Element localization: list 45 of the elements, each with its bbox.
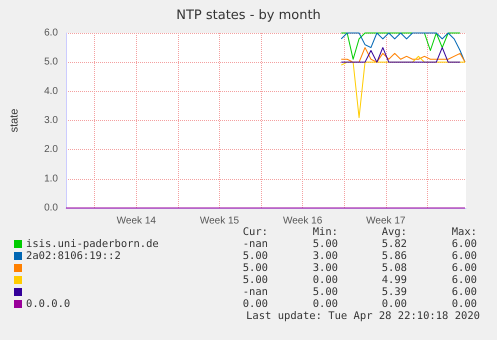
text: -nan: [242, 286, 268, 298]
text: Avg:: [380, 226, 407, 238]
text: Cur:: [242, 226, 268, 238]
legend-label: 0.0.0.0: [26, 298, 70, 310]
x-tick-label: Week 16: [282, 216, 323, 226]
text: 0.00: [242, 298, 268, 310]
y-tick-label: 0.0: [44, 202, 58, 214]
y-tick-label: 6.0: [44, 28, 58, 38]
y-tick-label: 4.0: [44, 86, 58, 97]
text: 5.08: [380, 262, 407, 274]
text: Min:: [312, 226, 338, 238]
text: 0.00: [450, 298, 477, 310]
x-tick-label: Week 14: [116, 216, 156, 226]
text: 3.00: [312, 262, 338, 274]
text: 5.00: [242, 250, 268, 262]
text: 3.00: [312, 250, 338, 262]
text: -nan: [242, 238, 268, 250]
x-tick-label: Week 17: [366, 216, 406, 226]
legend-label: isis.uni-paderborn.de: [26, 238, 159, 250]
text: 5.86: [380, 250, 407, 262]
text: 0.00: [380, 298, 407, 310]
text: 6.00: [450, 250, 477, 262]
y-tick-label: 3.0: [44, 115, 58, 126]
text: Last update: Tue Apr 28 22:10:18 2020: [246, 310, 480, 322]
text: 6.00: [450, 286, 477, 298]
text: 5.00: [312, 286, 338, 298]
text: 5.39: [380, 286, 407, 298]
text: Max:: [450, 226, 477, 238]
text: 0.00: [312, 274, 338, 286]
y-tick-label: 2.0: [44, 144, 58, 156]
text: 4.99: [380, 274, 407, 286]
x-tick-label: Week 15: [200, 216, 240, 226]
y-tick-label: 5.0: [44, 56, 58, 68]
text: 5.00: [312, 238, 338, 250]
chart-title: NTP states - by month: [176, 8, 321, 23]
text: 6.00: [450, 274, 477, 286]
text: 5.00: [242, 262, 268, 274]
y-axis-title: state: [8, 108, 20, 132]
text: 0.00: [312, 298, 338, 310]
text: 6.00: [450, 262, 477, 274]
text: 6.00: [450, 238, 477, 250]
text: 5.82: [380, 238, 407, 250]
legend-label: 2a02:8106:19::2: [26, 250, 121, 262]
text: 5.00: [242, 274, 268, 286]
y-tick-label: 1.0: [44, 173, 58, 184]
